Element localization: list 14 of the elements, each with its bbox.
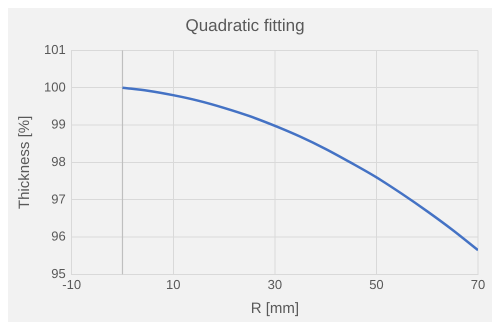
y-tick-label: 99 (51, 116, 66, 132)
y-tick-label: 97 (51, 191, 66, 206)
y-tick-label: 101 (44, 42, 66, 57)
y-tick-label: 100 (44, 79, 66, 94)
x-tick-label: 10 (166, 276, 180, 292)
line-series (121, 86, 478, 252)
y-tick-label: 96 (51, 228, 66, 244)
y-tick-label: 98 (51, 154, 66, 169)
chart-title: Quadratic fitting (185, 16, 305, 35)
x-tick-label: 70 (470, 276, 486, 292)
x-axis-title: R [mm] (250, 300, 300, 318)
x-tick-label: 50 (369, 276, 384, 292)
x-tick-label: 30 (268, 276, 282, 292)
y-axis-title: Thickness [%] (16, 116, 34, 210)
